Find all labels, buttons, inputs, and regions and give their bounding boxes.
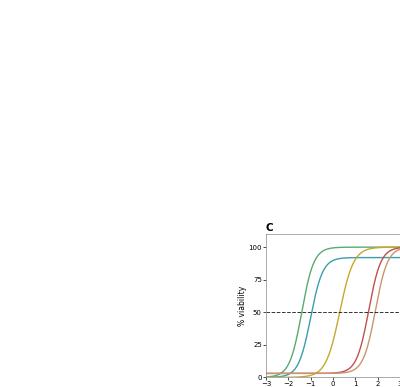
CRC-PDO36	[328, 260, 333, 264]
CRC-PDO8	[398, 246, 400, 250]
CRC-PDO36	[394, 255, 399, 260]
LM-PDO28	[374, 306, 378, 310]
Line: LM-PDO28: LM-PDO28	[266, 249, 400, 373]
Line: CRC-PDO36: CRC-PDO36	[266, 258, 400, 377]
LM-PDO28	[343, 370, 348, 375]
Text: C: C	[266, 223, 274, 233]
LM-PDO22	[398, 245, 400, 250]
LM-PDO28	[264, 371, 268, 376]
CRC-PDO8	[336, 370, 341, 375]
LM-PDO28	[394, 248, 399, 253]
Line: LM-PDO22: LM-PDO22	[266, 247, 400, 377]
LM-PDO22	[264, 375, 268, 380]
CRC-PDO36	[343, 255, 348, 260]
LM-PDO28	[327, 371, 332, 376]
LM-PDO22	[343, 283, 348, 288]
LM-PDO22	[328, 348, 333, 353]
LM-PDO28	[336, 371, 341, 375]
LM-PDO5	[398, 245, 400, 250]
LM-PDO5	[336, 245, 341, 250]
CRC-PDO36	[398, 255, 400, 260]
CRC-PDO8	[327, 371, 332, 375]
Line: CRC-PDO8: CRC-PDO8	[266, 248, 400, 373]
Line: LM-PDO5: LM-PDO5	[266, 247, 400, 377]
Y-axis label: % viability: % viability	[238, 286, 247, 326]
LM-PDO5	[374, 245, 378, 250]
CRC-PDO36	[264, 375, 268, 380]
LM-PDO22	[374, 245, 378, 250]
LM-PDO5	[264, 375, 268, 379]
CRC-PDO8	[264, 371, 268, 376]
CRC-PDO8	[394, 246, 399, 251]
CRC-PDO8	[343, 368, 348, 373]
LM-PDO5	[327, 246, 332, 251]
CRC-PDO36	[374, 255, 378, 260]
LM-PDO22	[327, 350, 332, 355]
LM-PDO5	[343, 245, 348, 250]
CRC-PDO36	[336, 257, 341, 261]
LM-PDO28	[328, 371, 333, 376]
LM-PDO5	[394, 245, 399, 250]
LM-PDO22	[394, 245, 399, 250]
LM-PDO5	[328, 246, 333, 251]
CRC-PDO8	[374, 275, 378, 279]
CRC-PDO36	[327, 260, 332, 265]
LM-PDO28	[398, 247, 400, 252]
CRC-PDO8	[328, 371, 333, 375]
LM-PDO22	[336, 315, 341, 320]
